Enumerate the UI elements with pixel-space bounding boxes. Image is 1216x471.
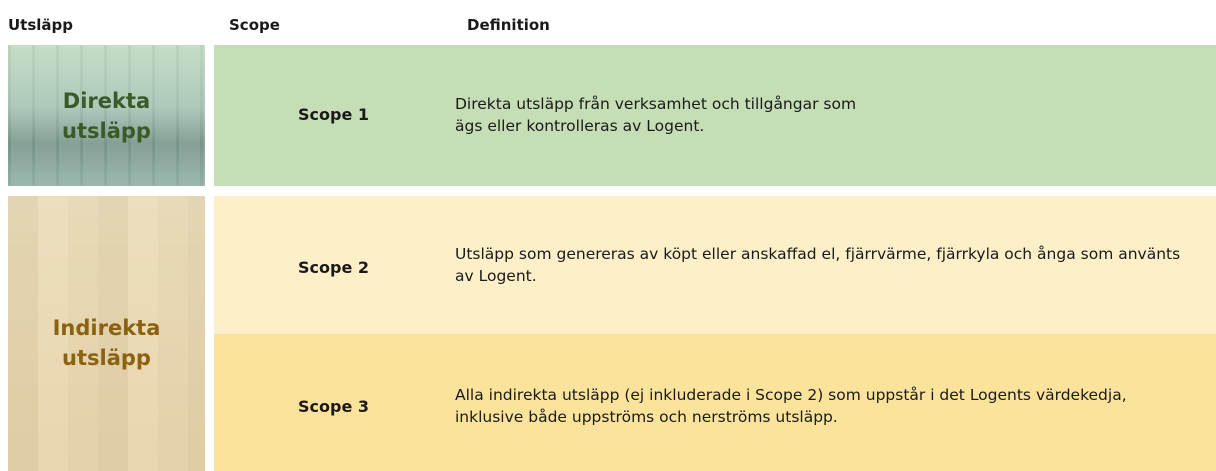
definition: Utsläpp som genereras av köpt eller ansk… bbox=[455, 245, 1181, 285]
group-label-text: Indirekta utsläpp bbox=[52, 315, 161, 370]
definition: Direkta utsläpp från verksamhet och till… bbox=[455, 95, 857, 135]
header-cell: Definition bbox=[467, 16, 550, 34]
scope-label: Scope 3 bbox=[298, 397, 370, 416]
header-cell: Utsläpp bbox=[8, 16, 74, 34]
scope-label: Scope 2 bbox=[298, 258, 370, 277]
row-band bbox=[214, 45, 1216, 186]
definition: Alla indirekta utsläpp (ej inkluderade i… bbox=[455, 386, 1127, 426]
group-label: Indirekta utsläpp bbox=[8, 196, 205, 471]
group-label-text: Direkta utsläpp bbox=[62, 88, 151, 143]
group-label: Direkta utsläpp bbox=[8, 45, 205, 186]
header-cell: Scope bbox=[229, 16, 280, 34]
row-band bbox=[214, 196, 1216, 334]
scope-label: Scope 1 bbox=[298, 105, 370, 124]
row-band bbox=[214, 334, 1216, 471]
